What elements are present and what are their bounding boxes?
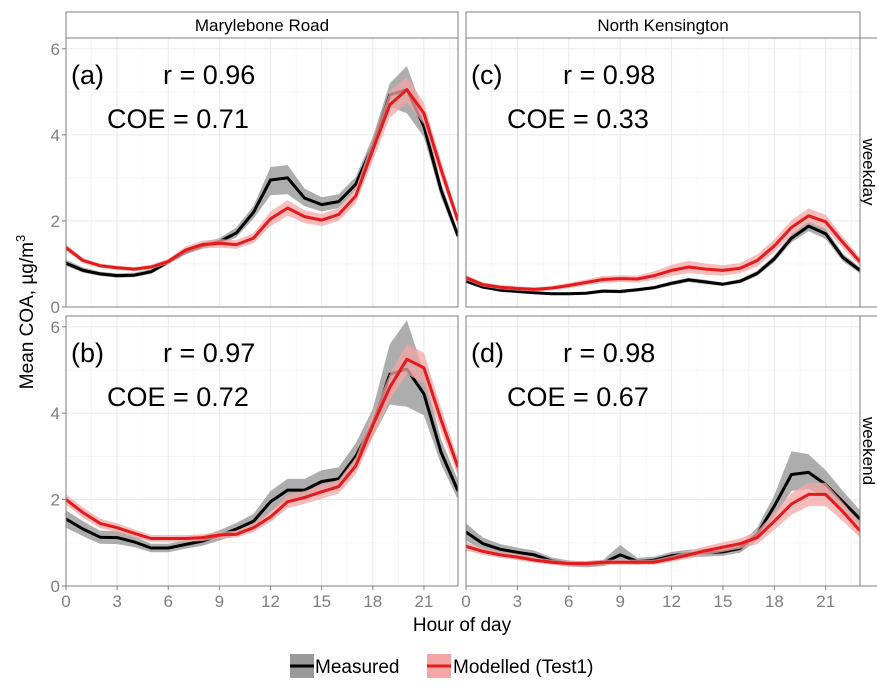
panel-background	[466, 316, 860, 586]
x-tick-label: 15	[713, 592, 732, 611]
y-tick-label: 4	[51, 404, 60, 423]
panel-nk-weekday: (c) r = 0.98 COE = 0.33	[465, 37, 861, 308]
panel-nk-weekend: (d) r = 0.98 COE = 0.67 0 3 6 9 12 15 18 21	[461, 315, 861, 611]
panel-mr-weekend: (b) r = 0.97 COE = 0.72 0 2 4 6 0 3 6 9 12 15 18 21	[51, 315, 459, 611]
x-tick-label: 12	[261, 592, 280, 611]
correlation-annotation: r = 0.98	[563, 60, 655, 90]
panel-label: (b)	[71, 338, 104, 368]
column-strip-kensington: North Kensington	[465, 11, 861, 39]
x-tick-label: 3	[513, 592, 522, 611]
correlation-annotation: r = 0.97	[163, 338, 255, 368]
x-tick-label: 6	[164, 592, 173, 611]
modelled-series-line	[66, 88, 458, 271]
coe-annotation: COE = 0.33	[507, 104, 649, 134]
legend-label-modelled: Modelled (Test1)	[453, 657, 593, 678]
column-title-kensington: North Kensington	[597, 16, 728, 35]
row-title-weekend: weekend	[859, 416, 877, 485]
legend-label-measured: Measured	[315, 657, 400, 678]
series-group	[466, 451, 860, 568]
panel-mr-weekday: (a) r = 0.96 COE = 0.71 0 2 4 6	[51, 37, 459, 317]
legend-key-measured	[290, 654, 314, 678]
x-axis-label: Hour of day	[413, 615, 512, 636]
y-tick-label: 0	[51, 577, 60, 596]
panel-frame	[65, 37, 459, 308]
x-tick-label: 15	[312, 592, 331, 611]
y-tick-label: 4	[51, 126, 60, 145]
y-tick-label: 0	[51, 298, 60, 317]
x-tick-label: 21	[414, 592, 433, 611]
y-axis-label-superscript: 3	[13, 235, 28, 242]
measured-confidence-band	[466, 220, 860, 295]
series-group	[66, 66, 458, 278]
y-axis-label-text: Mean COA, µg/m	[17, 242, 38, 389]
row-strip-weekday: weekday	[859, 37, 877, 308]
series-group	[466, 208, 860, 296]
panel-frame	[465, 315, 861, 587]
column-strip-marylebone: Marylebone Road	[65, 11, 459, 39]
legend-key-modelled	[427, 654, 451, 678]
correlation-annotation: r = 0.96	[163, 60, 255, 90]
panel-frame	[465, 37, 861, 308]
panels: (a) r = 0.96 COE = 0.71 0 2 4 6 (c) r = 0.98 COE …	[51, 37, 861, 611]
x-tick-label: 0	[61, 592, 70, 611]
row-title-weekday: weekday	[859, 137, 877, 206]
x-tick-label: 3	[112, 592, 121, 611]
modelled-series-line	[466, 492, 860, 565]
x-tick-label: 9	[215, 592, 224, 611]
y-tick-label: 2	[51, 212, 60, 231]
coe-annotation: COE = 0.72	[107, 382, 249, 412]
correlation-annotation: r = 0.98	[563, 338, 655, 368]
row-strip-weekend: weekend	[859, 315, 877, 587]
y-tick-label: 2	[51, 491, 60, 510]
x-tick-label: 12	[662, 592, 681, 611]
measured-series-line	[466, 224, 860, 296]
x-tick-label: 9	[615, 592, 624, 611]
modelled-confidence-band	[66, 76, 458, 272]
panel-label: (a)	[71, 60, 104, 90]
series-group	[66, 320, 458, 553]
legend: Measured Modelled (Test1)	[290, 654, 593, 678]
y-axis-label: Mean COA, µg/m3	[13, 235, 38, 389]
modelled-series-line	[466, 214, 860, 291]
coe-annotation: COE = 0.71	[107, 104, 249, 134]
y-tick-label: 6	[51, 318, 60, 337]
panel-label: (d)	[471, 338, 504, 368]
x-tick-label: 18	[363, 592, 382, 611]
modelled-confidence-band	[466, 208, 860, 292]
coe-annotation: COE = 0.67	[507, 382, 649, 412]
x-tick-label: 18	[765, 592, 784, 611]
x-tick-label: 21	[816, 592, 835, 611]
panel-label: (c)	[471, 60, 502, 90]
modelled-series-line	[66, 357, 458, 540]
measured-confidence-band	[66, 320, 458, 553]
panel-frame	[65, 315, 459, 587]
x-tick-label: 0	[461, 592, 470, 611]
x-tick-label: 6	[564, 592, 573, 611]
panel-background	[466, 38, 860, 307]
modelled-confidence-band	[466, 482, 860, 567]
column-title-marylebone: Marylebone Road	[195, 16, 329, 35]
y-tick-label: 6	[51, 40, 60, 59]
